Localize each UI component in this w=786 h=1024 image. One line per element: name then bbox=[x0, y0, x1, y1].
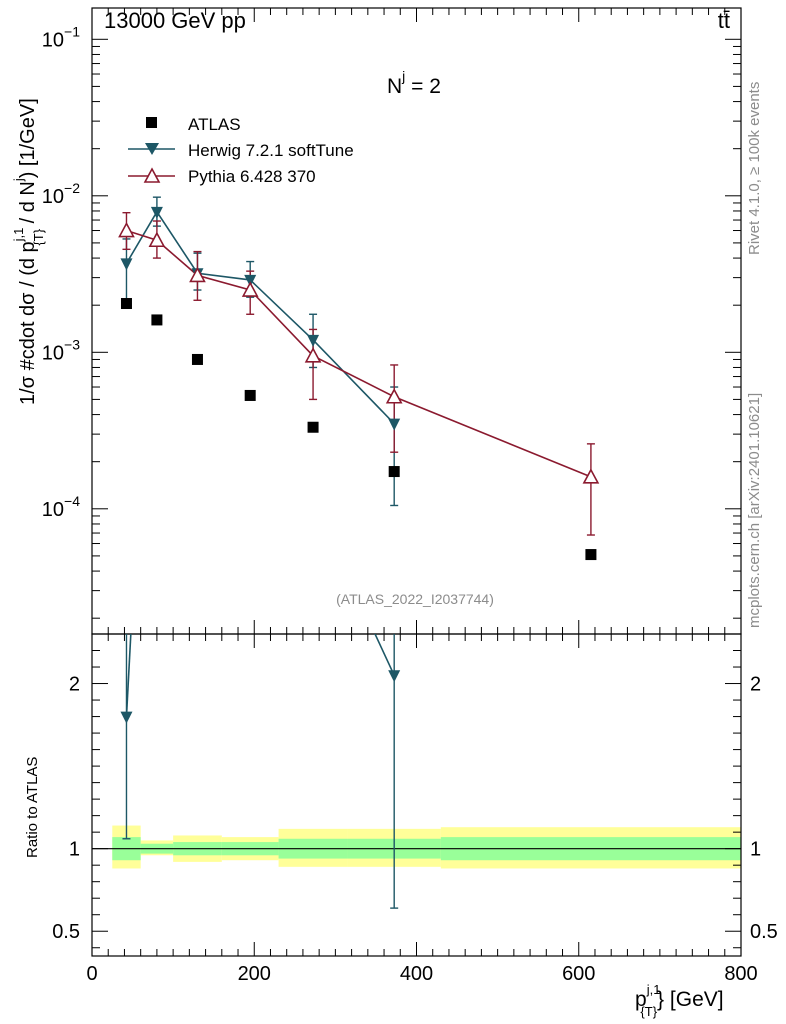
y-tick-label-ratio-right-2: 2 bbox=[750, 674, 761, 696]
atlas-point-3 bbox=[244, 389, 256, 401]
ylabel-sub: {T} bbox=[31, 228, 46, 245]
main-panel: 10−110−210−310−4 bbox=[42, 7, 742, 635]
y-tick-label-main: 10−2 bbox=[42, 180, 80, 208]
y-tick-label-exp: −4 bbox=[64, 493, 80, 509]
x-tick-label-600: 600 bbox=[562, 963, 595, 985]
main-frame bbox=[91, 7, 742, 635]
legend-marker-herwig bbox=[145, 143, 159, 155]
pythia-point-6 bbox=[582, 468, 600, 484]
x-tick-label-800: 800 bbox=[724, 963, 757, 985]
legend-label-herwig: Herwig 7.2.1 softTune bbox=[188, 141, 354, 160]
pythia-point-3 bbox=[241, 281, 259, 297]
ratio-panel: 0 200 400 600 800 0.5 0.5 1 1 2 2 bbox=[52, 633, 778, 985]
ylabel-b: / d N bbox=[17, 181, 39, 229]
side-label-mcplots: mcplots.cern.ch [arXiv:2401.10621] bbox=[746, 393, 763, 628]
xlabel-sub: {T} bbox=[640, 1004, 657, 1019]
atlas-point-1 bbox=[151, 314, 163, 326]
x-tick-label-400: 400 bbox=[400, 963, 433, 985]
y-tick-label-ratio-right-1: 1 bbox=[750, 839, 761, 861]
pythia-line bbox=[126, 229, 592, 478]
annotation-n-base: N bbox=[387, 75, 402, 98]
y-tick-label-exp: −3 bbox=[64, 336, 80, 352]
x-tick-label-200: 200 bbox=[238, 963, 271, 985]
y-axis-label-main: 1/σ #cdot dσ / (d pj,1 {T} / d Nj) [1/GeV… bbox=[11, 98, 46, 405]
herwig-point-0 bbox=[120, 258, 133, 271]
y-tick-label-exp: −1 bbox=[64, 23, 80, 39]
pythia-point-0 bbox=[118, 221, 135, 238]
pythia-point-4 bbox=[304, 347, 322, 363]
ylabel-c: ) [1/GeV] bbox=[17, 98, 39, 178]
legend-label-pythia: Pythia 6.428 370 bbox=[188, 167, 316, 186]
ratio-bands bbox=[112, 825, 741, 869]
annotation-n: Nj = 2 bbox=[387, 68, 441, 98]
ylabel-a: 1/σ #cdot dσ / (d p bbox=[17, 241, 39, 405]
ratio-herwig-point-0 bbox=[120, 711, 133, 724]
side-label-rivet: Rivet 4.1.0, ≥ 100k events bbox=[746, 82, 763, 255]
pythia-point-1 bbox=[148, 231, 166, 248]
atlas-point-4 bbox=[307, 421, 319, 433]
watermark: (ATLAS_2022_I2037744) bbox=[336, 591, 494, 607]
ylabel-sup: j,1 bbox=[11, 228, 26, 243]
header-left: 13000 GeV pp bbox=[104, 8, 246, 33]
y-tick-label-main: 10−1 bbox=[42, 23, 80, 51]
y-tick-label-ratio-left-2: 2 bbox=[69, 674, 80, 696]
header-right: tt̄ bbox=[718, 8, 730, 33]
y-tick-label-main: 10−3 bbox=[42, 336, 80, 364]
y-tick-label-base: 10 bbox=[42, 29, 64, 51]
ylabel-sup2: j bbox=[11, 178, 26, 182]
x-axis-label: pj,1 {T}} [GeV] bbox=[635, 982, 724, 1019]
ratio-frame bbox=[91, 633, 742, 957]
main-data bbox=[118, 196, 600, 561]
y-axis-label-ratio: Ratio to ATLAS bbox=[24, 757, 41, 858]
herwig-line bbox=[125, 210, 395, 425]
y-tick-label-ratio-right-0.5: 0.5 bbox=[750, 921, 778, 943]
legend-marker-pythia bbox=[143, 167, 161, 183]
y-tick-label-base: 10 bbox=[42, 499, 64, 521]
x-tick-label-0: 0 bbox=[86, 963, 97, 985]
legend: ATLAS Herwig 7.2.1 softTune Pythia 6.428… bbox=[128, 115, 354, 186]
ratio-herwig-line-0 bbox=[125, 634, 132, 717]
atlas-point-5 bbox=[388, 466, 400, 478]
atlas-point-0 bbox=[120, 298, 132, 310]
legend-label-atlas: ATLAS bbox=[188, 115, 241, 134]
y-tick-label-base: 10 bbox=[42, 186, 64, 208]
legend-marker-atlas bbox=[146, 117, 157, 128]
y-tick-label-ratio-left-0.5: 0.5 bbox=[52, 921, 80, 943]
xlabel-b: } [GeV] bbox=[657, 988, 724, 1011]
pythia-point-5 bbox=[385, 388, 403, 404]
pythia-point-2 bbox=[189, 266, 206, 283]
herwig-point-3 bbox=[244, 274, 257, 287]
ratio-herwig-line-1 bbox=[374, 634, 395, 676]
atlas-point-2 bbox=[191, 353, 203, 365]
ratio-data bbox=[120, 634, 401, 909]
atlas-point-6 bbox=[585, 549, 597, 561]
herwig-point-1 bbox=[150, 206, 163, 219]
herwig-point-4 bbox=[307, 334, 320, 347]
herwig-point-5 bbox=[388, 418, 401, 431]
annotation-n-value: = 2 bbox=[405, 75, 441, 98]
ratio-herwig-point-1 bbox=[388, 670, 401, 683]
y-tick-label-main: 10−4 bbox=[42, 493, 80, 521]
xlabel-sup: j,1 bbox=[646, 982, 661, 997]
y-tick-label-ratio-left-1: 1 bbox=[69, 839, 80, 861]
y-tick-label-exp: −2 bbox=[64, 180, 80, 196]
annotation-n-sup: j bbox=[401, 68, 405, 84]
xlabel-a: p bbox=[635, 988, 647, 1011]
y-tick-label-base: 10 bbox=[42, 342, 64, 364]
